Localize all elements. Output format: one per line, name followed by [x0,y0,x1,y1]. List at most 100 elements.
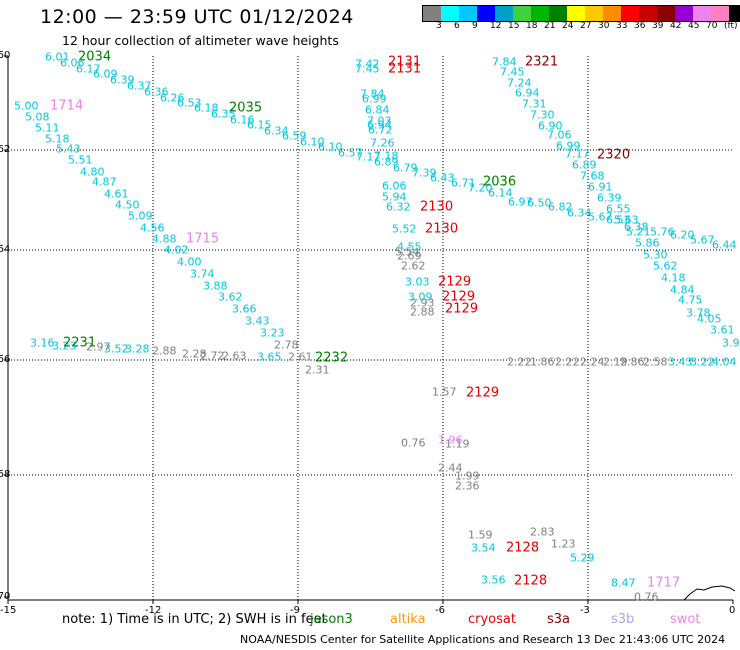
colorbar-label: 45 [688,21,700,31]
swh-value-label: 6.97 [508,195,533,209]
colorbar [422,5,740,22]
swh-value-label: 3.28 [125,342,150,356]
legend-item-jason3: jason3 [310,612,353,627]
lon-tick-label: -9 [289,605,300,616]
swh-value-label: 6.18 [194,101,219,115]
swh-value-label: 4.61 [104,187,129,201]
swh-value-label: 1.23 [551,537,576,551]
legend-item-cryosat: cryosat [468,612,516,627]
swh-value-label: 6.39 [110,73,135,87]
colorbar-label: 15 [508,21,520,31]
swh-value-label: 7.42 [355,57,380,71]
swh-value-label: 5.54 [395,245,420,259]
swh-value-label: 5.67 [588,210,613,224]
swh-value-label: 4.02 [164,243,189,257]
swh-value-label: 4.56 [140,221,165,235]
swh-value-label: 5.43 [56,142,81,156]
swh-value-label: 6.09 [93,67,118,81]
lat-tick-label: -62 [0,144,11,155]
swh-value-label: 3.74 [190,267,215,281]
pass-time-label: 2131 [388,61,422,77]
pass-time-label: 2232 [315,350,349,366]
colorbar-label: 24 [562,21,574,31]
colorbar-label: 39 [652,21,664,31]
swh-value-label: 6.10 [300,135,325,149]
swh-value-label: 3.88 [203,279,228,293]
swh-value-label: 7.06 [547,128,572,142]
swh-value-label: 2.22 [555,355,580,369]
pass-time-label: 2129 [438,274,472,290]
swh-value-label: 3.66 [232,302,257,316]
swh-value-label: 7.26 [370,136,395,150]
pass-time-label: 2320 [597,147,631,163]
swh-value-label: 2.24 [580,355,605,369]
swh-value-label: 3.23 [52,339,77,353]
swh-value-label: 6.37 [127,79,152,93]
colorbar-swatch [603,6,621,21]
swh-value-label: 5.00 [14,99,39,113]
colorbar-swatch [675,6,693,21]
swh-value-label: 7.30 [530,108,555,122]
pass-time-label: 2128 [514,573,548,589]
swh-value-label: 2.62 [401,259,426,273]
colorbar-swatch [585,6,603,21]
swh-value-label: 7.17 [565,147,590,161]
swh-value-label: 2.86 [620,355,645,369]
swh-value-label: 2.58 [643,355,668,369]
lat-tick-label: -68 [0,469,11,480]
colorbar-labels: 3 6 9 12 15 18 21 24 27 30 33 36 39 42 45 70 (ft) [422,21,740,33]
colorbar-label: 18 [526,21,538,31]
swh-value-label: 5.21 [626,225,651,239]
colorbar-label: 36 [634,21,646,31]
swh-value-label: 2.69 [397,249,422,263]
colorbar-label: 9 [472,21,478,31]
colorbar-swatch [495,6,513,21]
colorbar-label: 12 [490,21,502,31]
swh-value-label: 3.23 [260,326,285,340]
swh-value-label: 6.16 [230,113,255,127]
swh-value-label: 7.24 [507,76,532,90]
swh-value-label: 7.45 [355,62,380,76]
swh-value-label: 7.45 [500,65,525,79]
swh-value-label: 6.91 [588,180,613,194]
swh-value-label: 1.99 [455,469,480,483]
swh-value-label: 5.29 [570,551,595,565]
pass-time-label: 1715 [186,231,220,247]
swh-value-label: 3.54 [471,541,496,555]
colorbar-swatch [549,6,567,21]
colorbar-swatch [711,6,729,21]
footer-credit: NOAA/NESDIS Center for Satellite Applica… [240,633,726,646]
swh-value-label: 2.28 [182,347,207,361]
swh-value-label: 7.20 [468,181,493,195]
swh-value-label: 4.80 [80,165,105,179]
swh-value-label: 5.76 [650,225,675,239]
swh-value-label: 4.50 [115,198,140,212]
swh-value-label: 6.14 [488,186,513,200]
swh-value-label: 6.89 [374,155,399,169]
swh-value-label: 6.94 [515,86,540,100]
swh-value-label: 5.30 [643,248,668,262]
swh-value-label: 3.62 [218,290,243,304]
swh-value-label: 3.94 [722,336,740,350]
swh-value-label: 6.34 [567,206,592,220]
swh-value-label: 6.32 [386,200,411,214]
swh-value-label: 3.16 [30,336,55,350]
colorbar-label: 70 [706,21,718,31]
colorbar-swatch [441,6,459,21]
swh-value-label: 4.75 [678,293,703,307]
swh-value-label: 6.44 [712,238,737,252]
swh-value-label: 5.94 [382,190,407,204]
swh-value-label: 6.01 [45,50,70,64]
swh-value-label: 3.56 [481,573,506,587]
swh-value-label: 5.11 [35,121,60,135]
pass-time-label: 2128 [506,540,540,556]
swh-value-label: 1.96 [438,433,463,447]
swh-value-label: 7.03 [367,114,392,128]
swh-value-label: 5.63 [614,213,639,227]
lon-tick-label: -6 [434,605,445,616]
pass-time-label: 2130 [425,221,459,237]
swh-value-label: 2.31 [305,363,330,377]
pass-time-label: 2129 [466,385,500,401]
